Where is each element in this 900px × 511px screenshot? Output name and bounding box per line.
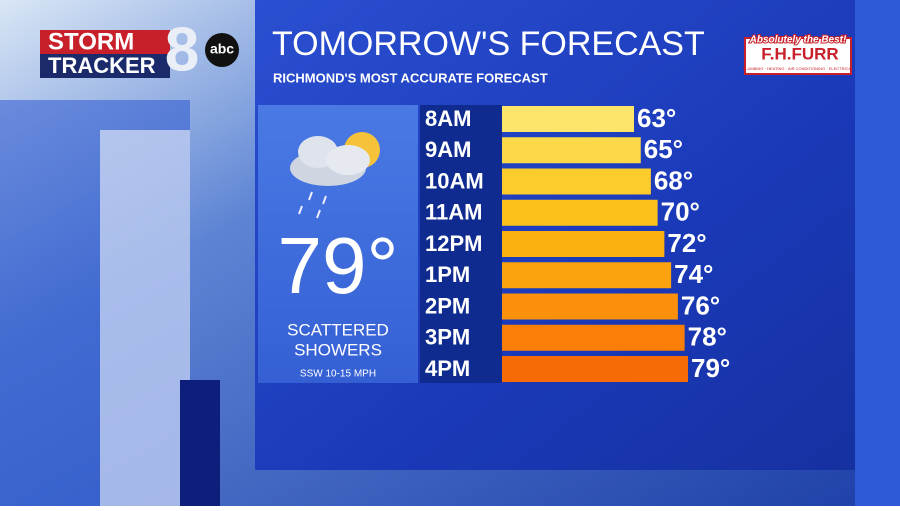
category-label: 12PM [425,231,482,256]
rain [316,209,321,219]
decor [855,0,900,506]
category-label: 11AM [425,200,482,225]
bar [502,324,685,351]
category-label: 4PM [425,356,470,381]
logo: STORM TRACKER 8 abc [40,15,239,84]
sponsor-tagline: Absolutely the Best! [749,35,847,46]
bar [502,293,678,320]
sponsor-box [744,37,852,75]
condition: SCATTERED [287,320,389,339]
category-label: 3PM [425,325,470,350]
value-label: 74° [674,259,713,289]
value-label: 76° [681,290,720,320]
value-label: 63° [637,103,676,133]
rain [308,191,313,201]
bar [502,106,634,132]
logo-channel: 8 [165,15,199,84]
logo-circle [205,33,239,67]
category-label: 2PM [425,293,470,318]
logo-band [40,30,170,54]
value-label: 65° [644,134,683,164]
bar [502,199,658,226]
bar [502,168,651,195]
bar [502,231,665,257]
logo-storm: STORM [48,28,134,55]
chart-title: TOMORROW'S FORECAST [272,25,705,63]
cloud [326,145,370,175]
current-temperature: 79° [278,221,399,310]
decor [180,380,220,506]
category-label: 9AM [425,137,471,162]
category-label: 8AM [425,106,471,131]
decor [100,130,190,506]
rain [322,195,327,205]
chart-subtitle: RICHMOND'S MOST ACCURATE FORECAST [273,70,548,85]
condition: SHOWERS [294,340,382,359]
logo-network: abc [210,41,234,57]
category-label: 10AM [425,168,484,193]
value-label: 78° [688,322,727,352]
bar [502,137,641,164]
logo-tracker: TRACKER [48,53,156,78]
value-label: 70° [661,197,700,227]
value-label: 72° [667,228,706,258]
category-label: 1PM [425,262,470,287]
bar [502,262,672,289]
logo-band [40,54,170,78]
sponsor: Absolutely the Best! F.H.FURR PLUMBING ·… [743,34,855,75]
sponsor-name: F.H.FURR [761,44,838,63]
rain [298,205,303,215]
wind: SSW 10-15 MPH [300,369,376,380]
weather-icon [290,132,380,219]
bar [502,356,688,382]
label-column [420,105,502,383]
sponsor-services: PLUMBING · HEATING · AIR CONDITIONING · … [743,66,855,71]
value-label: 68° [654,165,693,195]
value-label: 79° [691,353,730,383]
